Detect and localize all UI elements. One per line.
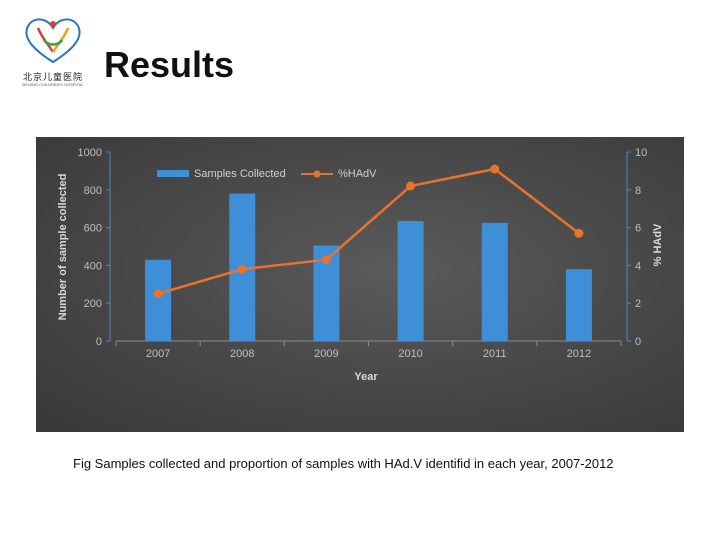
x-tick-label: 2012 bbox=[567, 348, 591, 360]
y-tick-label: 0 bbox=[96, 336, 102, 348]
x-tick-label: 2011 bbox=[483, 348, 507, 360]
page-title: Results bbox=[104, 44, 235, 85]
y2-tick-label: 8 bbox=[635, 185, 641, 197]
y-tick-label: 400 bbox=[84, 260, 102, 272]
axes: 0 200 400 600 800 1000 0 2 4 6 8 10 2007 2008 2009 2010… bbox=[78, 147, 648, 360]
y2-tick-label: 2 bbox=[635, 298, 641, 310]
hadv-line bbox=[157, 167, 580, 295]
hadv-point-2008 bbox=[237, 264, 247, 274]
y2-axis-title: % HAdV bbox=[652, 223, 664, 266]
legend-marker bbox=[313, 170, 321, 178]
bar-2007 bbox=[145, 259, 172, 341]
legend-swatch-bar bbox=[157, 170, 189, 177]
x-tick-label: 2008 bbox=[230, 348, 254, 360]
y-tick-label: 200 bbox=[84, 298, 102, 310]
hadv-point-2012 bbox=[574, 228, 584, 238]
heart-emblem-icon bbox=[25, 18, 81, 64]
y2-tick-label: 0 bbox=[635, 336, 641, 348]
y-tick-label: 1000 bbox=[78, 147, 102, 159]
hospital-logo: 北京儿童医院 BEIJING CHILDREN'S HOSPITAL bbox=[14, 12, 92, 90]
x-axis-title: Year bbox=[354, 371, 378, 383]
bar-2011 bbox=[481, 222, 508, 341]
legend-label-hadv: %HAdV bbox=[338, 168, 377, 180]
hadv-point-2009 bbox=[321, 255, 331, 265]
figure-caption: Fig Samples collected and proportion of … bbox=[73, 456, 614, 471]
legend-label-samples: Samples Collected bbox=[194, 168, 286, 180]
legend: Samples Collected %HAdV bbox=[157, 168, 377, 180]
y-tick-label: 800 bbox=[84, 185, 102, 197]
bar-2010 bbox=[397, 220, 424, 341]
hadv-point-2011 bbox=[490, 164, 500, 174]
x-tick-label: 2009 bbox=[314, 348, 338, 360]
combo-chart: Samples Collected %HAdV 0200400600800100… bbox=[57, 147, 664, 383]
x-tick-label: 2010 bbox=[398, 348, 422, 360]
line-series bbox=[153, 164, 584, 299]
y-axis-title: Number of sample collected bbox=[57, 174, 69, 321]
bar-2012 bbox=[565, 269, 592, 341]
hadv-point-2010 bbox=[406, 181, 416, 191]
x-tick-label: 2007 bbox=[146, 348, 170, 360]
y2-tick-label: 4 bbox=[635, 260, 641, 272]
logo-text: 北京儿童医院 bbox=[22, 73, 83, 83]
hadv-point-2007 bbox=[153, 289, 163, 299]
bar-series bbox=[145, 193, 592, 341]
y2-tick-label: 10 bbox=[635, 147, 647, 159]
chart-panel: Samples Collected %HAdV 0 200 400 600 800 100… bbox=[36, 137, 684, 432]
y2-tick-label: 6 bbox=[635, 223, 641, 235]
y-tick-label: 600 bbox=[84, 223, 102, 235]
logo-subtext: BEIJING CHILDREN'S HOSPITAL bbox=[22, 82, 84, 87]
